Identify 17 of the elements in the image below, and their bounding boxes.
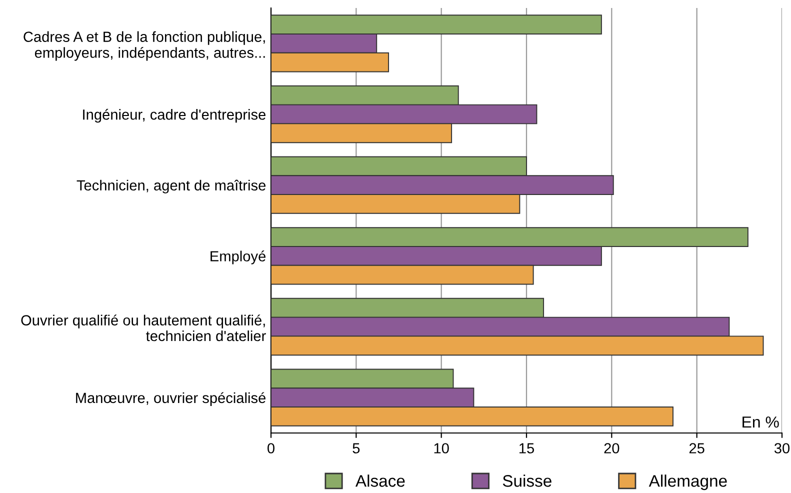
x-tick-label: 10: [434, 443, 449, 454]
x-tick-label: 30: [774, 443, 790, 454]
y-tick-label: Cadres A et B de la fonction publique, employeurs, indépendants, autres...: [24, 31, 265, 61]
x-tick-label: 5: [352, 443, 360, 454]
y-tick-label: Employé: [210, 250, 266, 264]
legend-label: Suisse: [502, 474, 552, 487]
x-tick-label: 0: [268, 443, 274, 454]
legend-label: Alsace: [355, 474, 405, 487]
y-tick-label: Ouvrier qualifié ou hautement qualifié, technicien d'atelier: [21, 314, 266, 342]
y-tick-label: Manœuvre, ouvrier spécialisé: [76, 392, 266, 406]
x-tick-label: 20: [604, 443, 620, 454]
y-tick-label: Technicien, agent de maîtrise: [76, 180, 266, 194]
x-tick-label: 15: [520, 443, 534, 454]
annotation: En %: [742, 416, 779, 428]
x-tick-label: 25: [689, 443, 704, 454]
legend-label: Allemagne: [648, 474, 727, 490]
y-tick-label: Ingénieur, cadre d'entreprise: [83, 108, 266, 123]
